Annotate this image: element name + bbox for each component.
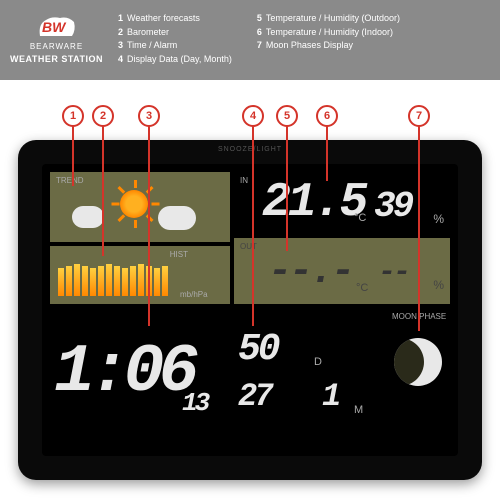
- sun-icon: [120, 190, 148, 218]
- m-suffix: M: [354, 404, 363, 416]
- trend-label: TREND: [56, 176, 84, 185]
- brand-small: BEARWARE: [30, 42, 83, 51]
- legend-columns: 1Weather forecasts2Barometer3Time / Alar…: [118, 12, 400, 66]
- callout-number: 7: [408, 105, 430, 127]
- date-panel: 50 27 D 1 M: [234, 308, 382, 446]
- date-month-d: 27: [238, 378, 270, 415]
- time-digits: 1:06: [54, 334, 193, 411]
- callout-line: 1: [72, 116, 74, 186]
- svg-text:BW: BW: [42, 19, 67, 35]
- bar: [66, 266, 72, 296]
- bar: [154, 268, 160, 296]
- callout-number: 2: [92, 105, 114, 127]
- callout-number: 3: [138, 105, 160, 127]
- degc-label: °C: [356, 282, 368, 294]
- bar: [162, 266, 168, 296]
- callout-number: 1: [62, 105, 84, 127]
- degc-label: °C: [354, 212, 366, 224]
- bar: [130, 266, 136, 296]
- bar: [106, 264, 112, 296]
- barometer-bars: [58, 256, 178, 296]
- hpa-label: mb/hPa: [180, 290, 208, 299]
- legend-item: 2Barometer: [118, 26, 232, 40]
- pct-label: %: [433, 212, 444, 226]
- callout-number: 6: [316, 105, 338, 127]
- d-suffix: D: [314, 356, 322, 368]
- seconds-digits: 13: [182, 388, 207, 418]
- brand-sub: WEATHER STATION: [10, 54, 103, 64]
- date-day: 50: [238, 328, 278, 371]
- brand-logo: BW BEARWARE WEATHER STATION: [10, 12, 103, 64]
- out-label: OUT: [240, 242, 257, 251]
- callout-line: 3: [148, 116, 150, 326]
- callout-number: 5: [276, 105, 298, 127]
- bar: [74, 264, 80, 296]
- indoor-humidity: 39: [374, 186, 411, 227]
- callout-number: 4: [242, 105, 264, 127]
- snooze-label: SNOOZE/LIGHT: [218, 146, 282, 153]
- lcd-screen: TREND HIST mb/hPa 1:06 13 IN 21.5 39 % °…: [42, 164, 458, 456]
- barometer-panel: HIST mb/hPa: [50, 246, 230, 304]
- bear-logo-icon: BW: [32, 12, 82, 40]
- bar: [90, 268, 96, 296]
- indoor-temp: 21.5: [262, 176, 365, 230]
- callout-line: 7: [418, 116, 420, 331]
- weather-station-device: SNOOZE/LIGHT TREND HIST mb/hPa 1:06 13 I…: [18, 140, 482, 480]
- bar: [58, 268, 64, 296]
- legend-item: 5Temperature / Humidity (Outdoor): [257, 12, 400, 26]
- callout-line: 6: [326, 116, 328, 181]
- legend-item: 1Weather forecasts: [118, 12, 232, 26]
- bar: [114, 266, 120, 296]
- callout-line: 5: [286, 116, 288, 251]
- bar: [122, 268, 128, 296]
- cloud-icon: [72, 206, 104, 228]
- bar: [82, 266, 88, 296]
- legend-item: 4Display Data (Day, Month): [118, 53, 232, 67]
- moon-icon: [394, 338, 442, 386]
- pct-label: %: [433, 278, 444, 292]
- bar: [138, 264, 144, 296]
- legend-header: BW BEARWARE WEATHER STATION 1Weather for…: [0, 0, 500, 80]
- in-label: IN: [240, 176, 248, 185]
- cloud-icon: [158, 206, 196, 230]
- outdoor-temp: --.-: [268, 250, 352, 295]
- forecast-panel: TREND: [50, 172, 230, 242]
- outdoor-humidity: --: [378, 256, 408, 290]
- callout-line: 2: [102, 116, 104, 256]
- legend-item: 6Temperature / Humidity (Indoor): [257, 26, 400, 40]
- legend-item: 7Moon Phases Display: [257, 39, 400, 53]
- time-panel: 1:06 13: [50, 308, 230, 446]
- callout-line: 4: [252, 116, 254, 326]
- month-num: 1: [322, 378, 338, 415]
- legend-item: 3Time / Alarm: [118, 39, 232, 53]
- bar: [98, 266, 104, 296]
